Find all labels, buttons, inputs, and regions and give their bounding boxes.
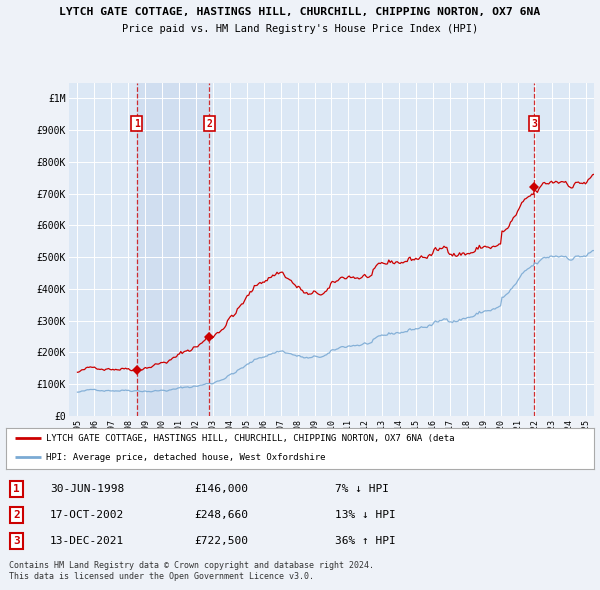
Text: 2: 2 [13,510,20,520]
Text: 17-OCT-2002: 17-OCT-2002 [50,510,124,520]
Text: 2: 2 [206,119,212,129]
Text: Price paid vs. HM Land Registry's House Price Index (HPI): Price paid vs. HM Land Registry's House … [122,24,478,34]
Text: 3: 3 [531,119,537,129]
Text: 3: 3 [13,536,20,546]
Text: £248,660: £248,660 [194,510,248,520]
Text: HPI: Average price, detached house, West Oxfordshire: HPI: Average price, detached house, West… [46,453,325,462]
Text: Contains HM Land Registry data © Crown copyright and database right 2024.: Contains HM Land Registry data © Crown c… [9,560,374,569]
Text: 30-JUN-1998: 30-JUN-1998 [50,484,124,494]
Text: LYTCH GATE COTTAGE, HASTINGS HILL, CHURCHILL, CHIPPING NORTON, OX7 6NA (deta: LYTCH GATE COTTAGE, HASTINGS HILL, CHURC… [46,434,454,442]
Text: £722,500: £722,500 [194,536,248,546]
Text: 13% ↓ HPI: 13% ↓ HPI [335,510,396,520]
Text: 1: 1 [13,484,20,494]
Text: 13-DEC-2021: 13-DEC-2021 [50,536,124,546]
Text: £146,000: £146,000 [194,484,248,494]
Text: This data is licensed under the Open Government Licence v3.0.: This data is licensed under the Open Gov… [9,572,314,581]
Text: LYTCH GATE COTTAGE, HASTINGS HILL, CHURCHILL, CHIPPING NORTON, OX7 6NA: LYTCH GATE COTTAGE, HASTINGS HILL, CHURC… [59,7,541,17]
Text: 1: 1 [134,119,140,129]
Text: 7% ↓ HPI: 7% ↓ HPI [335,484,389,494]
Text: 36% ↑ HPI: 36% ↑ HPI [335,536,396,546]
Bar [137,83,209,416]
